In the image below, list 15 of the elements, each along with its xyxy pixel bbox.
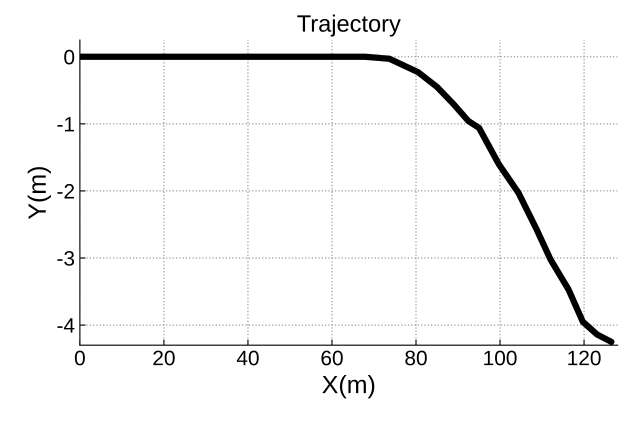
x-tick-label: 120	[568, 350, 601, 366]
y-tick-label: -3	[57, 251, 74, 266]
x-tick-label: 0	[74, 350, 85, 366]
x-tick-label: 20	[153, 350, 175, 366]
y-axis-title: Y(m)	[28, 167, 51, 220]
y-tick-label: -4	[57, 318, 74, 333]
x-tick-label: 80	[405, 350, 427, 366]
y-tick-label: -2	[57, 184, 74, 198]
x-tick-label: 40	[236, 350, 259, 366]
x-axis-title: X(m)	[322, 375, 374, 398]
chart-title: Trajectory	[297, 14, 401, 37]
x-tick-label: 100	[484, 350, 517, 366]
y-tick-label: 0	[64, 50, 74, 65]
x-tick-label: 60	[321, 350, 343, 366]
y-tick-label: -1	[57, 117, 74, 132]
